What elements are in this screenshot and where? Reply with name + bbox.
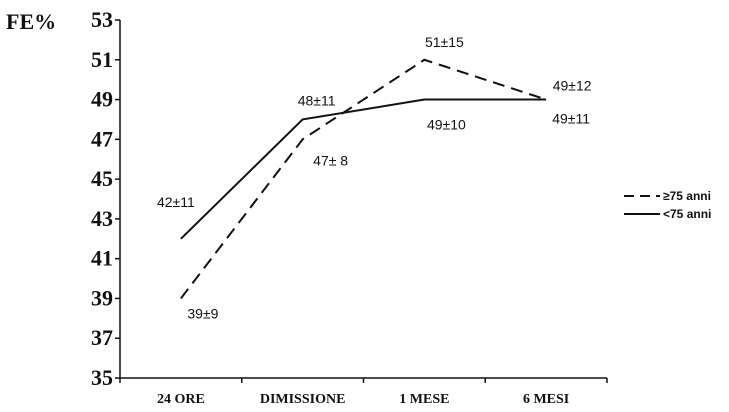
- y-tick-label: 53: [91, 7, 113, 32]
- data-label: 48±11: [298, 92, 336, 108]
- series-group: [180, 58, 547, 300]
- x-tick-label: DIMISSIONE: [260, 392, 346, 407]
- data-label: 39±9: [187, 305, 218, 321]
- data-label: 47± 8: [313, 152, 348, 168]
- y-axis-label: FE%: [6, 9, 56, 34]
- y-tick-label: 49: [91, 87, 113, 112]
- data-label: 42±11: [157, 194, 195, 210]
- x-tick-label: 6 MESI: [523, 392, 569, 407]
- series-line-75-plus: [180, 58, 547, 300]
- data-label: 49±10: [427, 117, 466, 133]
- x-ticks: 24 ORE DIMISSIONE 1 MESE 6 MESI: [119, 378, 608, 407]
- y-tick-label: 35: [91, 365, 113, 390]
- y-tick-label: 39: [91, 285, 113, 310]
- x-tick-label: 24 ORE: [157, 392, 205, 407]
- x-tick-label: 1 MESE: [399, 392, 449, 407]
- series-line-under-75: [180, 98, 547, 240]
- y-tick-label: 47: [91, 126, 113, 151]
- data-label: 51±15: [425, 34, 464, 50]
- legend-label: ≥75 anni: [663, 189, 711, 203]
- data-label: 49±11: [552, 111, 590, 127]
- legend-label: <75 anni: [663, 207, 711, 221]
- y-tick-label: 45: [91, 166, 113, 191]
- y-ticks: 35 37 39 41 43 45 47 49 51 53: [91, 7, 120, 390]
- y-tick-label: 51: [91, 47, 113, 72]
- y-tick-label: 41: [91, 246, 113, 271]
- data-label: 49±12: [553, 78, 592, 94]
- y-tick-label: 37: [91, 325, 113, 350]
- data-labels: 39±9 47± 8 51±15 49±12 42±11 48±11 49±10 49±11: [157, 34, 592, 322]
- y-tick-label: 43: [91, 206, 113, 231]
- legend: ≥75 anni <75 anni: [624, 189, 711, 221]
